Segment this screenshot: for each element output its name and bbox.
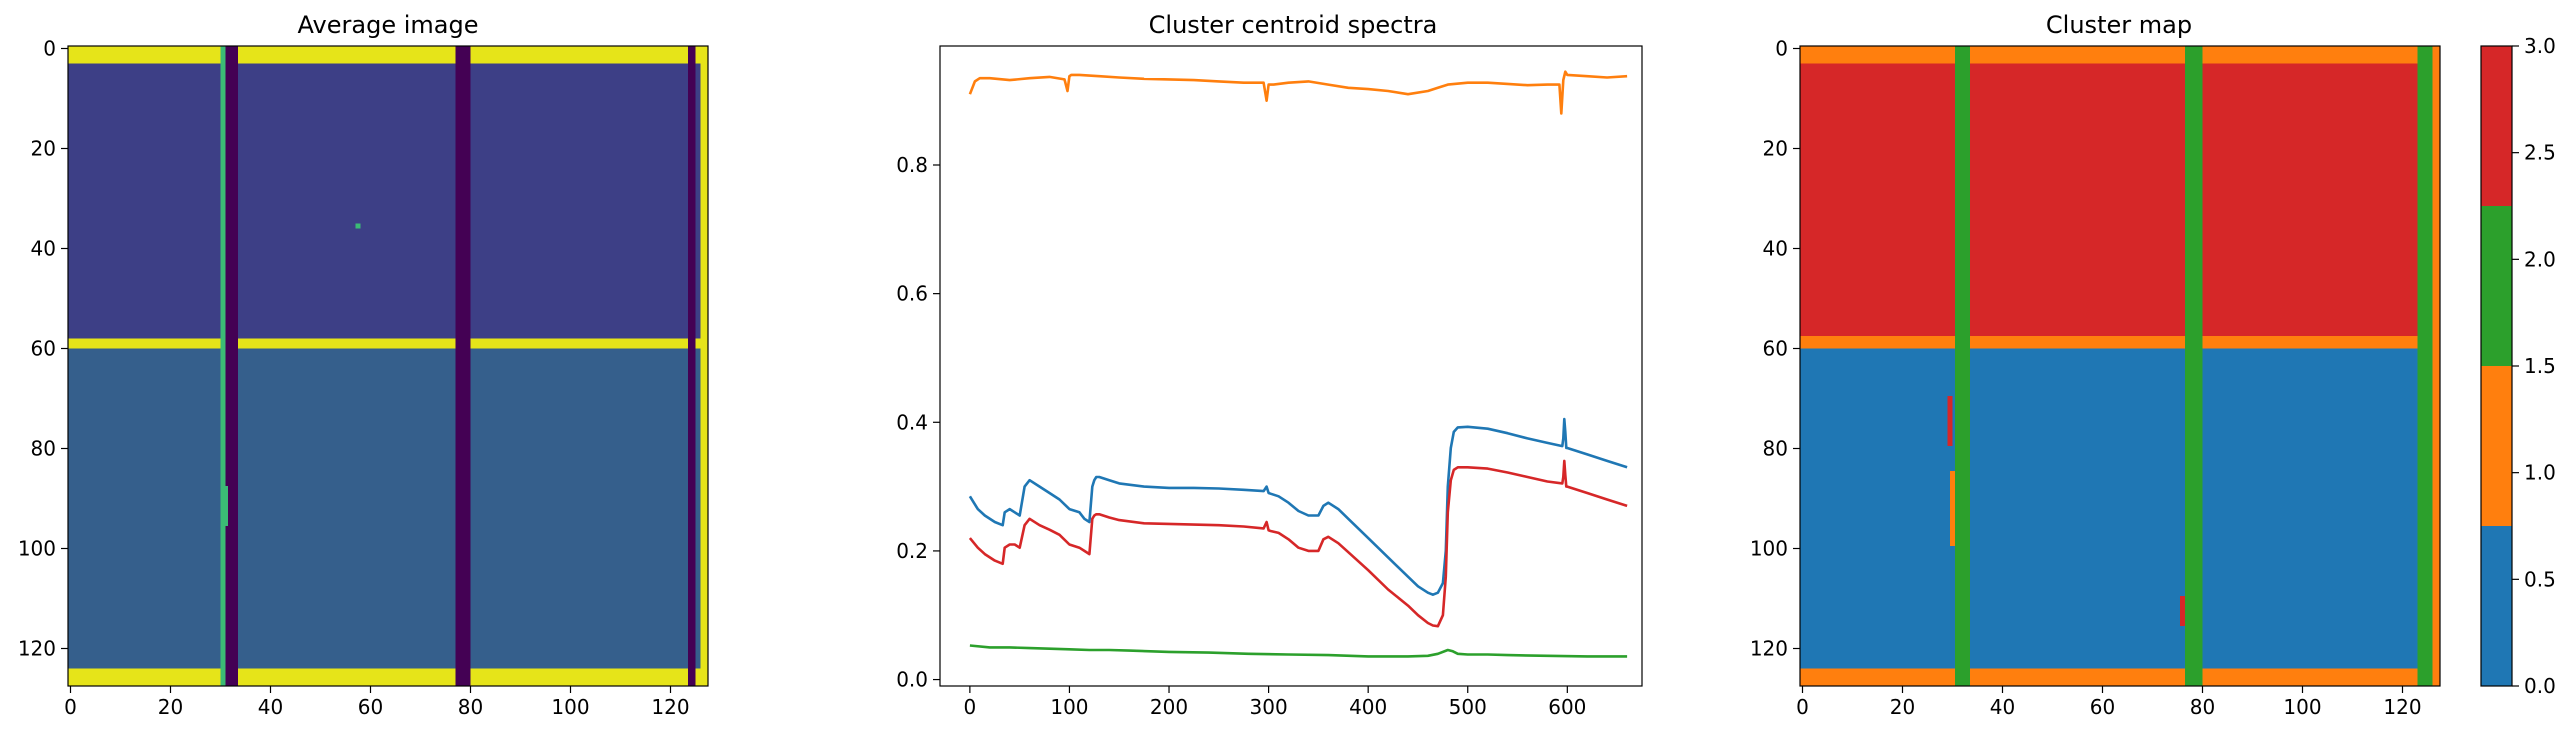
y-tick-label: 0 <box>1775 37 1788 61</box>
orange-speckle <box>1950 471 1955 546</box>
cluster-map-panel: Cluster map 0 20 40 60 80 100 120 0 20 40 60 80 100 1… <box>1750 11 2556 719</box>
cluster-map-title: Cluster map <box>2046 11 2192 39</box>
colorbar-segment <box>2481 526 2512 686</box>
cluster-3-region <box>1800 46 2440 346</box>
y-tick-label: 80 <box>1763 437 1788 461</box>
dark-column-1 <box>225 46 238 686</box>
y-tick-label: 0 <box>43 37 56 61</box>
top-band <box>1800 46 2440 64</box>
spectra-lines <box>968 70 1628 658</box>
x-tick-label: 100 <box>551 695 589 719</box>
x-tick-label: 400 <box>1349 695 1387 719</box>
x-tick-label: 60 <box>358 695 383 719</box>
cluster-0-region <box>1800 346 2440 686</box>
x-tick-label: 80 <box>2190 695 2215 719</box>
lower-region <box>68 346 708 686</box>
y-tick-label: 80 <box>31 437 56 461</box>
red-speckle <box>2180 596 2185 626</box>
x-tick-label: 0 <box>1796 695 1809 719</box>
y-tick-label: 60 <box>1763 337 1788 361</box>
colorbar-tick-label: 2.0 <box>2524 247 2556 271</box>
upper-region <box>68 46 708 346</box>
average-image-title: Average image <box>298 11 479 39</box>
colorbar-segment <box>2481 366 2512 526</box>
right-edge-band <box>2432 46 2440 686</box>
x-tick-label: 120 <box>2383 695 2421 719</box>
bottom-bright-band <box>68 668 708 686</box>
x-tick-label: 80 <box>458 695 483 719</box>
bottom-band <box>1800 668 2440 686</box>
x-tick-label: 20 <box>1890 695 1915 719</box>
colorbar-segment <box>2481 206 2512 366</box>
middle-band <box>1800 336 2440 349</box>
series-line-2 <box>969 644 1628 658</box>
y-tick-label: 120 <box>18 637 56 661</box>
y-tick-label: 60 <box>31 337 56 361</box>
x-tick-label: 100 <box>2283 695 2321 719</box>
top-bright-band <box>68 46 708 64</box>
x-tick-label: 600 <box>1548 695 1586 719</box>
green-column-1 <box>1955 46 1970 686</box>
colorbar-tick-label: 2.5 <box>2524 141 2556 165</box>
x-tick-label: 60 <box>2090 695 2115 719</box>
x-tick-label: 40 <box>1990 695 2015 719</box>
edge-artifact <box>223 486 228 526</box>
colorbar-tick-label: 0.5 <box>2524 567 2556 591</box>
x-tick-label: 200 <box>1150 695 1188 719</box>
y-tick-label: 20 <box>31 137 56 161</box>
series-line-0 <box>968 417 1628 596</box>
spectra-title: Cluster centroid spectra <box>1149 11 1438 39</box>
colorbar-tick-label: 1.5 <box>2524 354 2556 378</box>
x-tick-label: 0 <box>64 695 77 719</box>
x-tick-label: 40 <box>258 695 283 719</box>
series-line-3 <box>968 459 1628 628</box>
spectra-frame <box>939 45 1643 687</box>
green-column-2 <box>2185 46 2203 686</box>
y-tick-label: 20 <box>1763 137 1788 161</box>
colorbar-tick-label: 0.0 <box>2524 674 2556 698</box>
y-tick-label: 100 <box>18 537 56 561</box>
y-tick-label: 40 <box>1763 237 1788 261</box>
y-tick-label: 120 <box>1750 637 1788 661</box>
x-tick-label: 500 <box>1449 695 1487 719</box>
x-tick-label: 100 <box>1050 695 1088 719</box>
x-tick-label: 20 <box>158 695 183 719</box>
average-image-heatmap <box>68 46 708 686</box>
cluster-map-heatmap <box>1800 46 2440 686</box>
x-tick-label: 0 <box>964 695 977 719</box>
y-tick-label: 40 <box>31 237 56 261</box>
average-image-frame <box>67 45 709 687</box>
centroid-spectra-panel: Cluster centroid spectra 0 100 200 300 400 50… <box>896 11 1643 719</box>
y-tick-label: 0.8 <box>896 153 928 177</box>
y-tick-label: 0.2 <box>896 539 928 563</box>
colorbar-segment <box>2481 46 2512 206</box>
colorbar-tick-label: 1.0 <box>2524 461 2556 485</box>
red-speckle <box>1947 396 1953 446</box>
cluster-map-frame <box>1799 45 2441 687</box>
y-tick-label: 0.0 <box>896 668 928 692</box>
x-tick-label: 300 <box>1250 695 1288 719</box>
middle-bright-band <box>68 338 708 349</box>
series-line-1 <box>968 70 1628 115</box>
average-image-panel: Average image 0 20 40 60 80 100 120 0 20 40 60 80 10… <box>18 11 709 720</box>
green-column-3 <box>2417 46 2433 686</box>
cluster-map-ticks: 0 20 40 60 80 100 120 0 20 40 60 80 100 120 <box>1750 37 2422 720</box>
colorbar: 0.0 0.5 1.0 1.5 2.0 2.5 3.0 <box>2480 34 2556 698</box>
y-tick-label: 0.6 <box>896 282 928 306</box>
spectra-ticks: 0 100 200 300 400 500 600 0.0 0.2 0.4 0.6 0.8 <box>896 153 1586 719</box>
y-tick-label: 0.4 <box>896 410 928 434</box>
x-tick-label: 120 <box>651 695 689 719</box>
right-bright-edge <box>700 46 708 686</box>
y-tick-label: 100 <box>1750 537 1788 561</box>
colorbar-tick-label: 3.0 <box>2524 34 2556 58</box>
bright-pixel <box>355 223 361 229</box>
dark-column-2 <box>455 46 471 686</box>
average-image-ticks: 0 20 40 60 80 100 120 0 20 40 60 80 100 120 <box>18 37 690 720</box>
dark-column-3 <box>688 46 696 686</box>
column-edge-1 <box>220 46 226 686</box>
